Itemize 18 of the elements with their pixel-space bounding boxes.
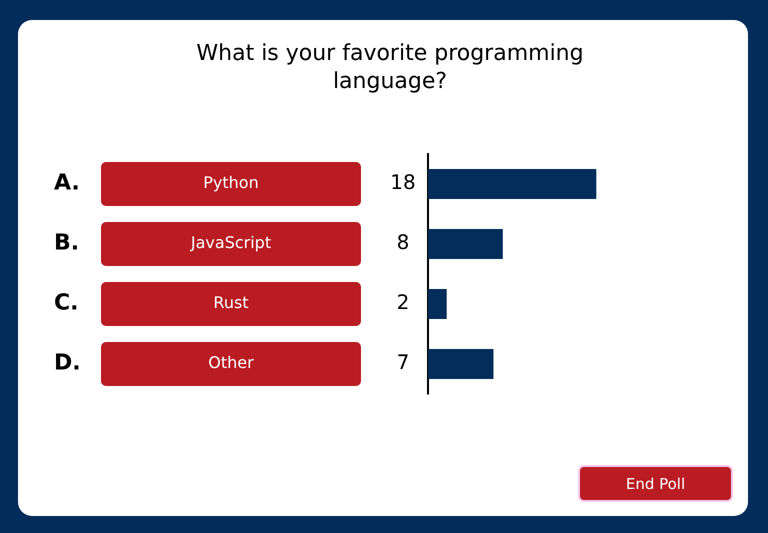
data-label: 2 [396, 290, 410, 314]
bar [428, 169, 596, 199]
y-tick-label: Rust [213, 293, 249, 312]
text: C. [54, 290, 79, 316]
data-label: 18 [390, 170, 416, 194]
text: A. [54, 170, 80, 196]
y-tick-label: JavaScript [190, 233, 272, 252]
bar [428, 349, 494, 379]
y-tick-label: Python [203, 173, 259, 192]
text: D. [54, 350, 81, 376]
end-poll-button: End Poll [578, 465, 733, 502]
data-label: 7 [396, 350, 410, 374]
bar [428, 289, 447, 319]
chart-title: What is your favorite programming language? [195, 40, 585, 96]
data-label: 8 [396, 230, 410, 254]
bar [428, 229, 503, 259]
text: B. [54, 230, 80, 256]
y-tick-label: Other [208, 353, 254, 372]
